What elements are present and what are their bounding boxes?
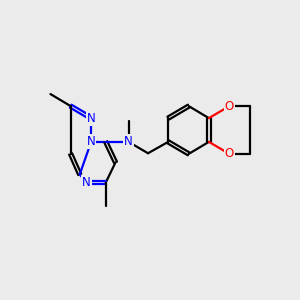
Text: N: N — [87, 112, 95, 124]
Text: O: O — [225, 147, 234, 161]
Text: N: N — [124, 135, 133, 148]
Text: N: N — [87, 135, 95, 148]
Text: O: O — [225, 100, 234, 112]
Text: N: N — [82, 176, 91, 189]
